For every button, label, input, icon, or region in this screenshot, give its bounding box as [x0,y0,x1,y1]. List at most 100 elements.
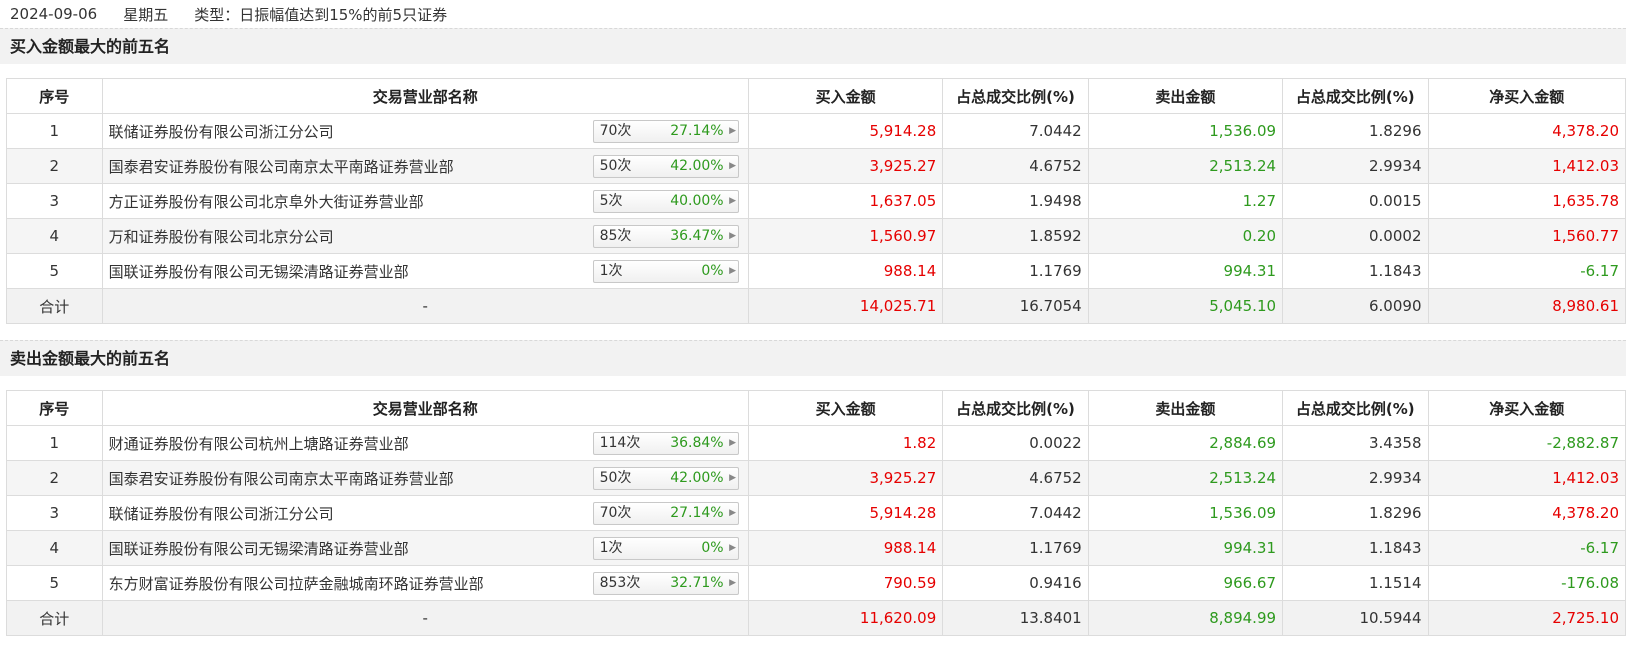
win-rate: 0% [701,263,724,279]
total-sell-ratio: 6.0090 [1282,288,1429,324]
branch-name[interactable]: 万和证券股份有限公司北京分公司 [108,227,334,246]
sell-ratio: 0.0015 [1282,183,1429,219]
col-sell-pct: 占总成交比例(%) [1282,390,1429,426]
branch-cell: 东方财富证券股份有限公司拉萨金融城南环路证券营业部 853次 32.71% ▶ [101,565,749,601]
table-row: 2 国泰君安证券股份有限公司南京太平南路证券营业部 50次 42.00% ▶ 3,925.… [6,148,1626,184]
col-index: 序号 [6,78,103,114]
branch-stats-button[interactable]: 114次 36.84% ▶ [592,432,739,455]
branch-stats-button[interactable]: 50次 42.00% ▶ [592,155,739,178]
total-net-buy-amount: 2,725.10 [1427,600,1626,636]
buy-amount: 1,637.05 [747,183,944,219]
buy-amount: 5,914.28 [747,113,944,149]
branch-stats-button[interactable]: 70次 27.14% ▶ [592,502,739,525]
table-header-row: 序号 交易营业部名称 买入金额 占总成交比例(%) 卖出金额 占总成交比例(%)… [6,390,1626,426]
branch-cell: 国泰君安证券股份有限公司南京太平南路证券营业部 50次 42.00% ▶ [101,148,749,184]
branch-name[interactable]: 联储证券股份有限公司浙江分公司 [108,122,334,141]
sell-ratio: 1.1514 [1282,565,1429,601]
col-sell-pct: 占总成交比例(%) [1282,78,1429,114]
buy-section-title: 买入金额最大的前五名 [0,28,1626,64]
listing-count: 114次 [599,435,641,451]
caret-right-icon: ▶ [729,161,737,171]
win-rate: 42.00% [670,158,724,174]
net-buy-amount: -2,882.87 [1427,425,1626,461]
table-row: 1 联储证券股份有限公司浙江分公司 70次 27.14% ▶ 5,914.28 7.0442… [6,113,1626,149]
sell-ratio: 2.9934 [1282,460,1429,496]
buy-amount: 3,925.27 [747,460,944,496]
row-index: 2 [6,460,103,496]
win-rate: 36.84% [670,435,724,451]
total-row: 合计 -11,620.09 13.8401 8,894.99 10.5944 2,725.… [6,600,1626,636]
buy-ratio: 0.0022 [942,425,1089,461]
buy-ratio: 0.9416 [942,565,1089,601]
win-rate: 32.71% [670,575,724,591]
caret-right-icon: ▶ [729,508,737,518]
buy-top5-table: 序号 交易营业部名称 买入金额 占总成交比例(%) 卖出金额 占总成交比例(%)… [6,78,1626,324]
sell-amount: 2,513.24 [1087,460,1284,496]
listing-count: 70次 [599,505,632,521]
row-index: 3 [6,495,103,531]
branch-name[interactable]: 国泰君安证券股份有限公司南京太平南路证券营业部 [108,469,454,488]
win-rate: 27.14% [670,123,724,139]
branch-cell: 万和证券股份有限公司北京分公司 85次 36.47% ▶ [101,218,749,254]
branch-stats-button[interactable]: 50次 42.00% ▶ [592,467,739,490]
row-index: 3 [6,183,103,219]
sell-ratio: 1.1843 [1282,253,1429,289]
total-sell-amount: 5,045.10 [1087,288,1284,324]
branch-stats-button[interactable]: 70次 27.14% ▶ [592,120,739,143]
branch-name[interactable]: 方正证券股份有限公司北京阜外大街证券营业部 [108,192,424,211]
table-row: 4 国联证券股份有限公司无锡梁清路证券营业部 1次 0% ▶ 988.14 1.1769 99… [6,530,1626,566]
branch-stats-button[interactable]: 1次 0% ▶ [592,260,739,283]
buy-ratio: 7.0442 [942,495,1089,531]
total-net-buy-amount: 8,980.61 [1427,288,1626,324]
branch-cell: 方正证券股份有限公司北京阜外大街证券营业部 5次 40.00% ▶ [101,183,749,219]
listing-count: 1次 [599,263,623,279]
net-buy-amount: -6.17 [1427,253,1626,289]
list-type: 类型：日振幅值达到15%的前5只证券 [194,5,448,24]
buy-ratio: 1.1769 [942,253,1089,289]
sell-ratio: 0.0002 [1282,218,1429,254]
win-rate: 42.00% [670,470,724,486]
caret-right-icon: ▶ [729,126,737,136]
trade-date: 2024-09-06 [10,5,98,23]
caret-right-icon: ▶ [729,543,737,553]
row-index: 1 [6,113,103,149]
branch-stats-button[interactable]: 1次 0% ▶ [592,537,739,560]
sell-ratio: 1.1843 [1282,530,1429,566]
buy-ratio: 1.8592 [942,218,1089,254]
col-sell: 卖出金额 [1087,78,1284,114]
sell-amount: 2,884.69 [1087,425,1284,461]
listing-count: 50次 [599,470,632,486]
row-index: 5 [6,253,103,289]
branch-stats-button[interactable]: 853次 32.71% ▶ [592,572,739,595]
branch-name[interactable]: 国联证券股份有限公司无锡梁清路证券营业部 [108,262,409,281]
net-buy-amount: 1,635.78 [1427,183,1626,219]
net-buy-amount: -176.08 [1427,565,1626,601]
total-branch-placeholder: - [101,288,749,324]
buy-ratio: 1.1769 [942,530,1089,566]
win-rate: 36.47% [670,228,724,244]
branch-name[interactable]: 联储证券股份有限公司浙江分公司 [108,504,334,523]
branch-name[interactable]: 东方财富证券股份有限公司拉萨金融城南环路证券营业部 [108,574,484,593]
total-sell-amount: 8,894.99 [1087,600,1284,636]
col-buy-pct: 占总成交比例(%) [942,78,1089,114]
branch-name[interactable]: 国泰君安证券股份有限公司南京太平南路证券营业部 [108,157,454,176]
branch-name[interactable]: 国联证券股份有限公司无锡梁清路证券营业部 [108,539,409,558]
sell-section-title: 卖出金额最大的前五名 [0,340,1626,376]
caret-right-icon: ▶ [729,231,737,241]
buy-ratio: 1.9498 [942,183,1089,219]
branch-stats-button[interactable]: 85次 36.47% ▶ [592,225,739,248]
col-branch: 交易营业部名称 [101,390,749,426]
caret-right-icon: ▶ [729,196,737,206]
branch-cell: 联储证券股份有限公司浙江分公司 70次 27.14% ▶ [101,495,749,531]
sell-amount: 994.31 [1087,253,1284,289]
col-index: 序号 [6,390,103,426]
branch-stats-button[interactable]: 5次 40.00% ▶ [592,190,739,213]
col-net: 净买入金额 [1427,78,1626,114]
row-index: 1 [6,425,103,461]
row-index: 4 [6,218,103,254]
sell-ratio: 2.9934 [1282,148,1429,184]
branch-name[interactable]: 财通证券股份有限公司杭州上塘路证券营业部 [108,434,409,453]
top-info-bar: 2024-09-06 星期五 类型：日振幅值达到15%的前5只证券 [0,0,1626,28]
buy-ratio: 4.6752 [942,460,1089,496]
total-buy-ratio: 13.8401 [942,600,1089,636]
